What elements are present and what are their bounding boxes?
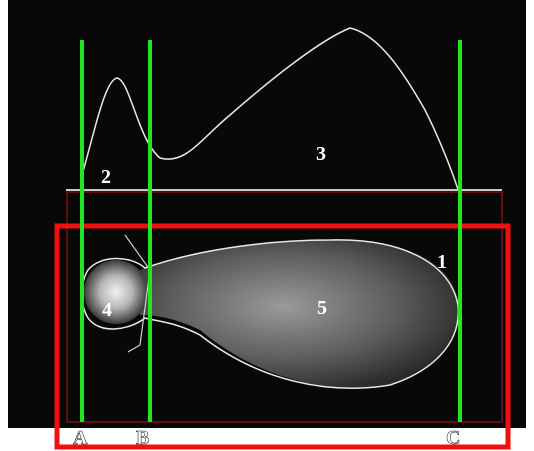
comet-image: 1 2 3 4 5 A B C — [0, 0, 534, 451]
line-label: A — [73, 427, 88, 449]
region-label: 2 — [101, 166, 111, 188]
region-label: 5 — [317, 297, 327, 319]
region-label: 3 — [316, 143, 326, 165]
line-label: B — [136, 427, 149, 449]
line-label: C — [446, 427, 460, 449]
comet-head — [84, 260, 148, 324]
region-label: 1 — [437, 251, 447, 273]
region-label: 4 — [102, 299, 112, 321]
